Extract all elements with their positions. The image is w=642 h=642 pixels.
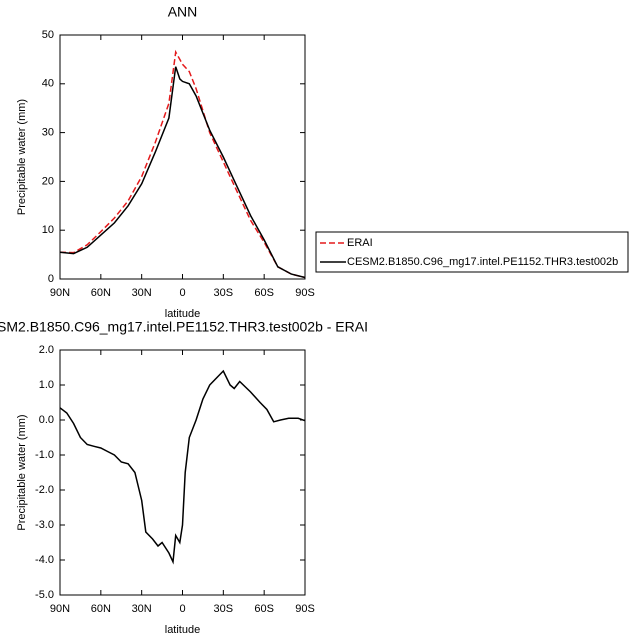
y-tick-label: -1.0 — [35, 449, 54, 461]
x-axis-label: latitude — [165, 308, 200, 320]
x-tick-label: 0 — [179, 287, 185, 299]
x-tick-label: 30S — [214, 287, 234, 299]
x-tick-label: 90N — [50, 603, 70, 615]
y-tick-label: 10 — [42, 224, 54, 236]
x-tick-label: 30N — [132, 287, 152, 299]
legend-label: CESM2.B1850.C96_mg17.intel.PE1152.THR3.t… — [347, 256, 618, 268]
y-tick-label: 30 — [42, 127, 54, 139]
y-tick-label: 1.0 — [39, 379, 54, 391]
y-tick-label: -5.0 — [35, 589, 54, 601]
x-tick-label: 60S — [254, 603, 274, 615]
plot-frame — [59, 34, 306, 280]
x-tick-label: 90N — [50, 287, 70, 299]
y-tick-label: 2.0 — [39, 344, 54, 356]
y-tick-label: 50 — [42, 29, 54, 41]
x-tick-label: 60N — [91, 287, 111, 299]
y-axis-label: Precipitable water (mm) — [16, 99, 28, 215]
y-tick-label: 0.0 — [39, 414, 54, 426]
data-line — [59, 369, 306, 565]
y-tick-label: 40 — [42, 78, 54, 90]
y-tick-label: 0 — [48, 273, 54, 285]
x-tick-label: 30S — [214, 603, 234, 615]
x-tick-label: 0 — [179, 603, 185, 615]
x-tick-label: 90S — [295, 287, 315, 299]
x-tick-label: 60N — [91, 603, 111, 615]
chart-title: ANN — [168, 4, 198, 20]
x-tick-label: 30N — [132, 603, 152, 615]
y-axis-label: Precipitable water (mm) — [16, 414, 28, 530]
x-tick-label: 90S — [295, 603, 315, 615]
data-line — [59, 66, 306, 279]
x-axis-label: latitude — [165, 624, 200, 636]
y-tick-label: -2.0 — [35, 484, 54, 496]
y-tick-label: 20 — [42, 175, 54, 187]
y-tick-label: -4.0 — [35, 554, 54, 566]
chart-title: SM2.B1850.C96_mg17.intel.PE1152.THR3.tes… — [0, 319, 368, 335]
plot-frame — [59, 349, 306, 596]
data-line — [59, 49, 306, 279]
x-tick-label: 60S — [254, 287, 274, 299]
y-tick-label: -3.0 — [35, 519, 54, 531]
legend-box — [315, 231, 629, 273]
legend-label: ERAI — [347, 237, 373, 249]
